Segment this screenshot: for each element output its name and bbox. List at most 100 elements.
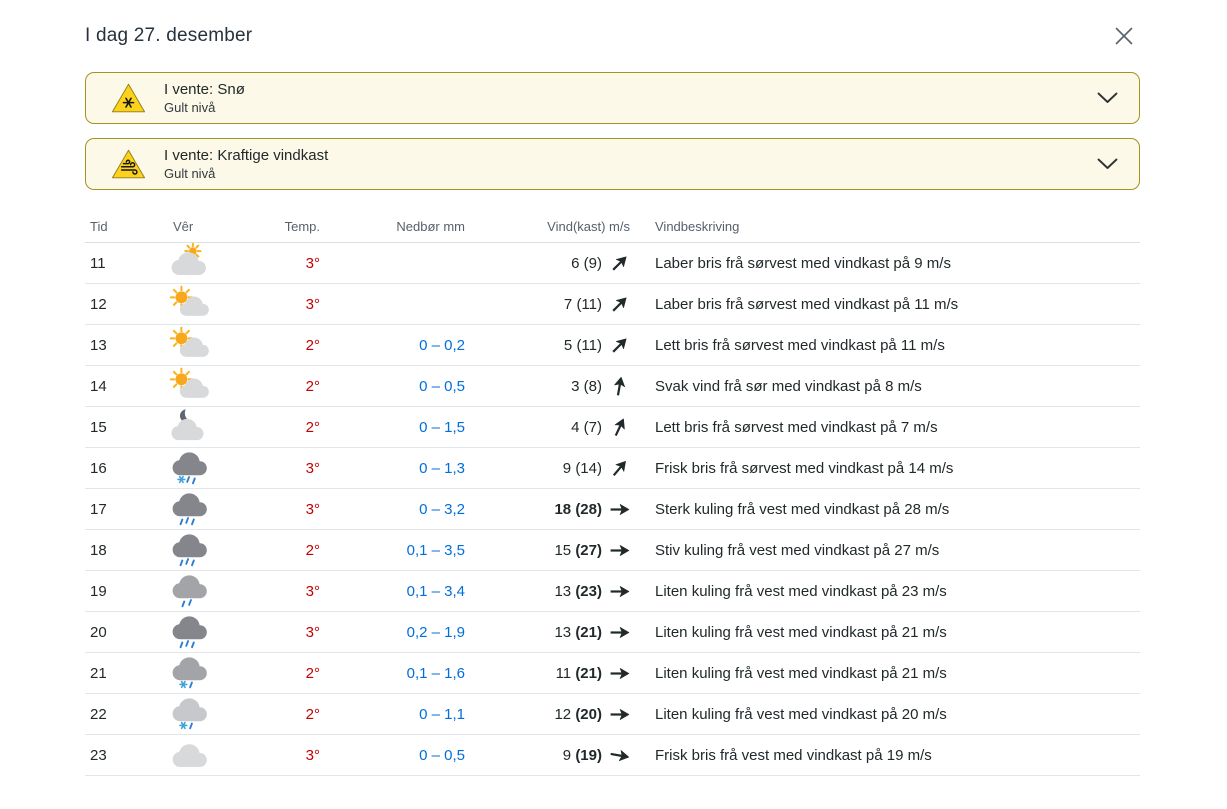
time-cell: 21: [90, 664, 107, 682]
time-cell: 20: [90, 623, 107, 641]
temperature-cell: 2°: [305, 418, 320, 436]
temperature-cell: 2°: [305, 705, 320, 723]
dark-cloud-rain-icon: [155, 612, 225, 652]
warning-banner-wind[interactable]: I vente: Kraftige vindkast Gult nivå: [85, 138, 1140, 190]
table-row: 13 2° 0 – 0,2 5 (11) Lett bris frå sørve…: [85, 325, 1140, 366]
wind-value: 12 (20): [554, 705, 602, 723]
wind-cell: 11 (21): [465, 663, 630, 684]
cloud-sleet-icon: [155, 653, 225, 693]
table-row: 16 3° 0 – 1,3 9 (14) Frisk bris frå sørv…: [85, 448, 1140, 489]
wind-direction-arrow-icon: [609, 253, 630, 274]
table-row: 15 2° 0 – 1,5 4 (7) Lett bris frå sørves…: [85, 407, 1140, 448]
snow-warning-icon: [110, 82, 147, 115]
precipitation-cell: 0,1 – 1,6: [406, 664, 465, 682]
wind-description-cell: Liten kuling frå vest med vindkast på 23…: [655, 582, 947, 600]
time-cell: 16: [90, 459, 107, 477]
dark-cloud-rain-icon: [155, 489, 225, 529]
wind-value: 6 (9): [571, 254, 602, 272]
precipitation-cell: 0,2 – 1,9: [406, 623, 465, 641]
table-row: 12 3° 7 (11) Laber bris frå sørvest med …: [85, 284, 1140, 325]
wind-cell: 7 (11): [465, 294, 630, 315]
wind-direction-arrow-icon: [609, 417, 630, 438]
table-row: 23 3° 0 – 0,5 9 (19) Frisk bris frå vest…: [85, 735, 1140, 776]
wind-description-cell: Svak vind frå sør med vindkast på 8 m/s: [655, 377, 922, 395]
close-button[interactable]: [1108, 20, 1140, 52]
time-cell: 11: [90, 254, 106, 272]
precipitation-cell: 0 – 1,3: [419, 459, 465, 477]
time-cell: 14: [90, 377, 107, 395]
wind-description-cell: Liten kuling frå vest med vindkast på 20…: [655, 705, 947, 723]
precipitation-cell: 0,1 – 3,4: [406, 582, 465, 600]
temperature-cell: 3°: [305, 254, 320, 272]
chevron-down-icon: [1096, 157, 1119, 171]
temperature-cell: 3°: [305, 623, 320, 641]
dark-cloud-rain-icon: [155, 530, 225, 570]
wind-description-cell: Laber bris frå sørvest med vindkast på 9…: [655, 254, 951, 272]
column-header-description: Vindbeskriving: [655, 218, 740, 234]
wind-value: 13 (23): [554, 582, 602, 600]
wind-description-cell: Frisk bris frå sørvest med vindkast på 1…: [655, 459, 954, 477]
modal-titlebar: I dag 27. desember: [85, 20, 1140, 52]
table-row: 18 2° 0,1 – 3,5 15 (27) Stiv kuling frå …: [85, 530, 1140, 571]
time-cell: 13: [90, 336, 107, 354]
precipitation-cell: 0 – 1,5: [419, 418, 465, 436]
wind-direction-arrow-icon: [609, 458, 630, 479]
time-cell: 19: [90, 582, 107, 600]
wind-cell: 9 (19): [465, 745, 630, 766]
temperature-cell: 2°: [305, 541, 320, 559]
time-cell: 17: [90, 500, 107, 518]
forecast-table-body: 11 3° 6 (9) Laber bris frå sørvest med v…: [85, 243, 1140, 776]
temperature-cell: 2°: [305, 377, 320, 395]
precipitation-cell: 0 – 0,2: [419, 336, 465, 354]
column-header-wind: Vind(kast) m/s: [547, 218, 630, 234]
light-cloud-icon: [155, 735, 225, 775]
forecast-modal: I dag 27. desember I vente: Snø Gult niv…: [85, 0, 1140, 776]
column-header-weather: Vêr: [173, 218, 194, 234]
wind-cell: 18 (28): [465, 499, 630, 520]
temperature-cell: 2°: [305, 336, 320, 354]
table-header-row: Tid Vêr Temp. Nedbør mm Vind(kast) m/s V…: [85, 210, 1140, 243]
wind-value: 4 (7): [571, 418, 602, 436]
wind-cell: 6 (9): [465, 253, 630, 274]
wind-direction-arrow-icon: [609, 294, 630, 315]
wind-value: 3 (8): [571, 377, 602, 395]
wind-direction-arrow-icon: [609, 622, 630, 643]
wind-cell: 3 (8): [465, 376, 630, 397]
wind-value: 11 (21): [555, 664, 602, 682]
wind-value: 9 (19): [562, 746, 602, 764]
wind-description-cell: Sterk kuling frå vest med vindkast på 28…: [655, 500, 950, 518]
column-header-precip: Nedbør mm: [396, 218, 465, 234]
warning-title: I vente: Snø: [164, 81, 245, 98]
wind-description-cell: Liten kuling frå vest med vindkast på 21…: [655, 664, 947, 682]
forecast-table: Tid Vêr Temp. Nedbør mm Vind(kast) m/s V…: [85, 210, 1140, 776]
moon-cloud-icon: [155, 407, 225, 447]
wind-cell: 12 (20): [465, 704, 630, 725]
wind-cell: 13 (23): [465, 581, 630, 602]
temperature-cell: 3°: [305, 500, 320, 518]
chevron-down-icon: [1096, 91, 1119, 105]
wind-description-cell: Frisk bris frå vest med vindkast på 19 m…: [655, 746, 932, 764]
wind-cell: 5 (11): [465, 335, 630, 356]
time-cell: 15: [90, 418, 107, 436]
sun-behind-cloud-icon: [155, 243, 225, 283]
wind-direction-arrow-icon: [609, 581, 630, 602]
temperature-cell: 2°: [305, 664, 320, 682]
wind-description-cell: Lett bris frå sørvest med vindkast på 11…: [655, 336, 945, 354]
light-cloud-sleet-icon: [155, 694, 225, 734]
wind-value: 5 (11): [563, 336, 602, 354]
wind-value: 9 (14): [562, 459, 602, 477]
warning-level: Gult nivå: [164, 100, 216, 115]
temperature-cell: 3°: [305, 582, 320, 600]
wind-direction-arrow-icon: [609, 704, 630, 725]
precipitation-cell: 0 – 0,5: [419, 377, 465, 395]
wind-cell: 15 (27): [465, 540, 630, 561]
precipitation-cell: 0 – 1,1: [419, 705, 465, 723]
cloud-rain-icon: [155, 571, 225, 611]
table-row: 20 3° 0,2 – 1,9 13 (21) Liten kuling frå…: [85, 612, 1140, 653]
time-cell: 23: [90, 746, 107, 764]
precipitation-cell: 0 – 3,2: [419, 500, 465, 518]
table-row: 17 3° 0 – 3,2 18 (28) Sterk kuling frå v…: [85, 489, 1140, 530]
warning-banner-snow[interactable]: I vente: Snø Gult nivå: [85, 72, 1140, 124]
wind-description-cell: Liten kuling frå vest med vindkast på 21…: [655, 623, 947, 641]
temperature-cell: 3°: [305, 746, 320, 764]
